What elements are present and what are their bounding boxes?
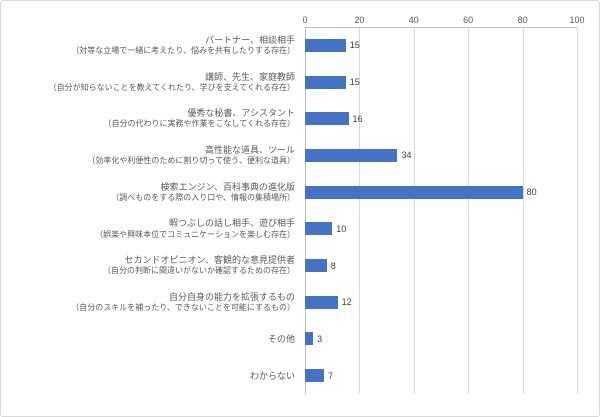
bar	[305, 259, 327, 273]
category-label: 優秀な秘書、アシスタント	[187, 108, 295, 119]
bar-row: 検索エンジン、百科事典の進化版 （調べものをする際の入り口や、情報の集積場所） 80	[5, 174, 595, 211]
tick-label: 40	[408, 15, 419, 25]
category-label: 検索エンジン、百科事典の進化版	[160, 181, 295, 192]
bar-row: その他 3	[5, 321, 595, 358]
x-axis: 0 20 40 60 80 100	[302, 9, 584, 27]
category-label-cell: セカンドオピニオン、客観的な意見提供者 （自分の判断に間違いがないか確認するための…	[5, 254, 305, 277]
category-label: 暇つぶしの話し相手、遊び相手	[168, 218, 295, 229]
value-label: 34	[401, 150, 412, 161]
category-label: 高性能な道具、ツール	[204, 144, 295, 155]
bar-row: 優秀な秘書、アシスタント （自分の代わりに実務や作業をこなしてくれる存在） 16	[5, 100, 595, 137]
category-label: その他	[267, 333, 295, 344]
tick-label: 0	[302, 15, 308, 25]
bar-track: 7	[305, 357, 577, 394]
bar-row: 講師、先生、家庭教師 （自分が知らないことを教えてくれたり、学びを支えてくれる存在…	[5, 64, 595, 101]
bar	[305, 222, 333, 236]
category-label-cell: その他	[5, 333, 305, 345]
value-label: 8	[330, 260, 336, 271]
value-label: 15	[349, 77, 360, 88]
category-sublabel: （自分のスキルを補ったり、できないことを可能にするもの）	[71, 302, 295, 312]
bar	[305, 112, 349, 126]
tick-label: 60	[463, 15, 474, 25]
bar-track: 10	[305, 211, 577, 248]
category-label: 自分自身の能力を拡張するもの	[168, 291, 295, 302]
bar-row: わからない 7	[5, 357, 595, 394]
category-label-cell: わからない	[5, 370, 305, 382]
bar-row: パートナー、相談相手 （対等な立場で一緒に考えたり、悩みを共有したりする存在） 15	[5, 27, 595, 64]
category-label: わからない	[249, 370, 295, 381]
gridline	[468, 28, 470, 394]
bar	[305, 332, 314, 346]
bar	[305, 185, 523, 199]
bar	[305, 38, 346, 52]
category-sublabel: （自分の判断に間違いがないか確認するための存在）	[103, 266, 295, 276]
bar-track: 80	[305, 174, 577, 211]
value-label: 10	[336, 223, 347, 234]
category-sublabel: （娯楽や興味本位でコミュニケーションを楽しむ存在）	[95, 229, 295, 239]
value-label: 16	[352, 113, 363, 124]
bar	[305, 75, 346, 89]
value-label: 3	[317, 333, 323, 344]
gridline	[522, 28, 524, 394]
bar	[305, 369, 325, 383]
tick-label: 100	[569, 15, 585, 25]
tick-label: 20	[354, 15, 365, 25]
category-label-cell: 自分自身の能力を拡張するもの （自分のスキルを補ったり、できないことを可能にするも…	[5, 291, 305, 314]
bar-track: 15	[305, 27, 577, 64]
bar-track: 12	[305, 284, 577, 321]
category-sublabel: （自分が知らないことを教えてくれたり、学びを支えてくれる存在）	[48, 82, 295, 92]
bar-row: 自分自身の能力を拡張するもの （自分のスキルを補ったり、できないことを可能にするも…	[5, 284, 595, 321]
value-label: 12	[341, 297, 352, 308]
gridline	[413, 28, 415, 394]
category-label-cell: 講師、先生、家庭教師 （自分が知らないことを教えてくれたり、学びを支えてくれる存在…	[5, 71, 305, 94]
bar-row: 暇つぶしの話し相手、遊び相手 （娯楽や興味本位でコミュニケーションを楽しむ存在） 1…	[5, 211, 595, 248]
bar-track: 8	[305, 247, 577, 284]
bar	[305, 295, 338, 309]
category-sublabel: （自分の代わりに実務や作業をこなしてくれる存在）	[103, 119, 295, 129]
category-label-cell: 暇つぶしの話し相手、遊び相手 （娯楽や興味本位でコミュニケーションを楽しむ存在）	[5, 217, 305, 240]
value-label: 80	[526, 187, 537, 198]
category-label: パートナー、相談相手	[205, 34, 295, 45]
gridlines	[305, 27, 578, 394]
bar-track: 16	[305, 100, 577, 137]
category-label: セカンドオピニオン、客観的な意見提供者	[124, 255, 295, 266]
category-label-cell: 優秀な秘書、アシスタント （自分の代わりに実務や作業をこなしてくれる存在）	[5, 107, 305, 130]
bar-track: 34	[305, 137, 577, 174]
gridline	[359, 28, 361, 394]
category-label-cell: 検索エンジン、百科事典の進化版 （調べものをする際の入り口や、情報の集積場所）	[5, 181, 305, 204]
category-label-cell: パートナー、相談相手 （対等な立場で一緒に考えたり、悩みを共有したりする存在）	[5, 34, 305, 57]
value-label: 15	[349, 40, 360, 51]
bar-row: 高性能な道具、ツール （効率化や利便性のために割り切って使う、便利な道具） 34	[5, 137, 595, 174]
category-sublabel: （対等な立場で一緒に考えたり、悩みを共有したりする存在）	[71, 46, 295, 56]
gridline	[577, 28, 578, 394]
tick-label: 80	[517, 15, 528, 25]
bar-track: 15	[305, 64, 577, 101]
category-sublabel: （調べものをする際の入り口や、情報の集積場所）	[111, 192, 295, 202]
bar-track: 3	[305, 321, 577, 358]
bar-rows: パートナー、相談相手 （対等な立場で一緒に考えたり、悩みを共有したりする存在） 15…	[5, 27, 595, 406]
gridline	[305, 28, 306, 394]
category-sublabel: （効率化や利便性のために割り切って使う、便利な道具）	[87, 156, 295, 166]
bar-row: セカンドオピニオン、客観的な意見提供者 （自分の判断に間違いがないか確認するための…	[5, 247, 595, 284]
plot-area: パートナー、相談相手 （対等な立場で一緒に考えたり、悩みを共有したりする存在） 15…	[5, 27, 595, 406]
bar	[305, 148, 398, 162]
value-label: 7	[328, 370, 334, 381]
category-label: 講師、先生、家庭教師	[204, 71, 295, 82]
category-label-cell: 高性能な道具、ツール （効率化や利便性のために割り切って使う、便利な道具）	[5, 144, 305, 167]
